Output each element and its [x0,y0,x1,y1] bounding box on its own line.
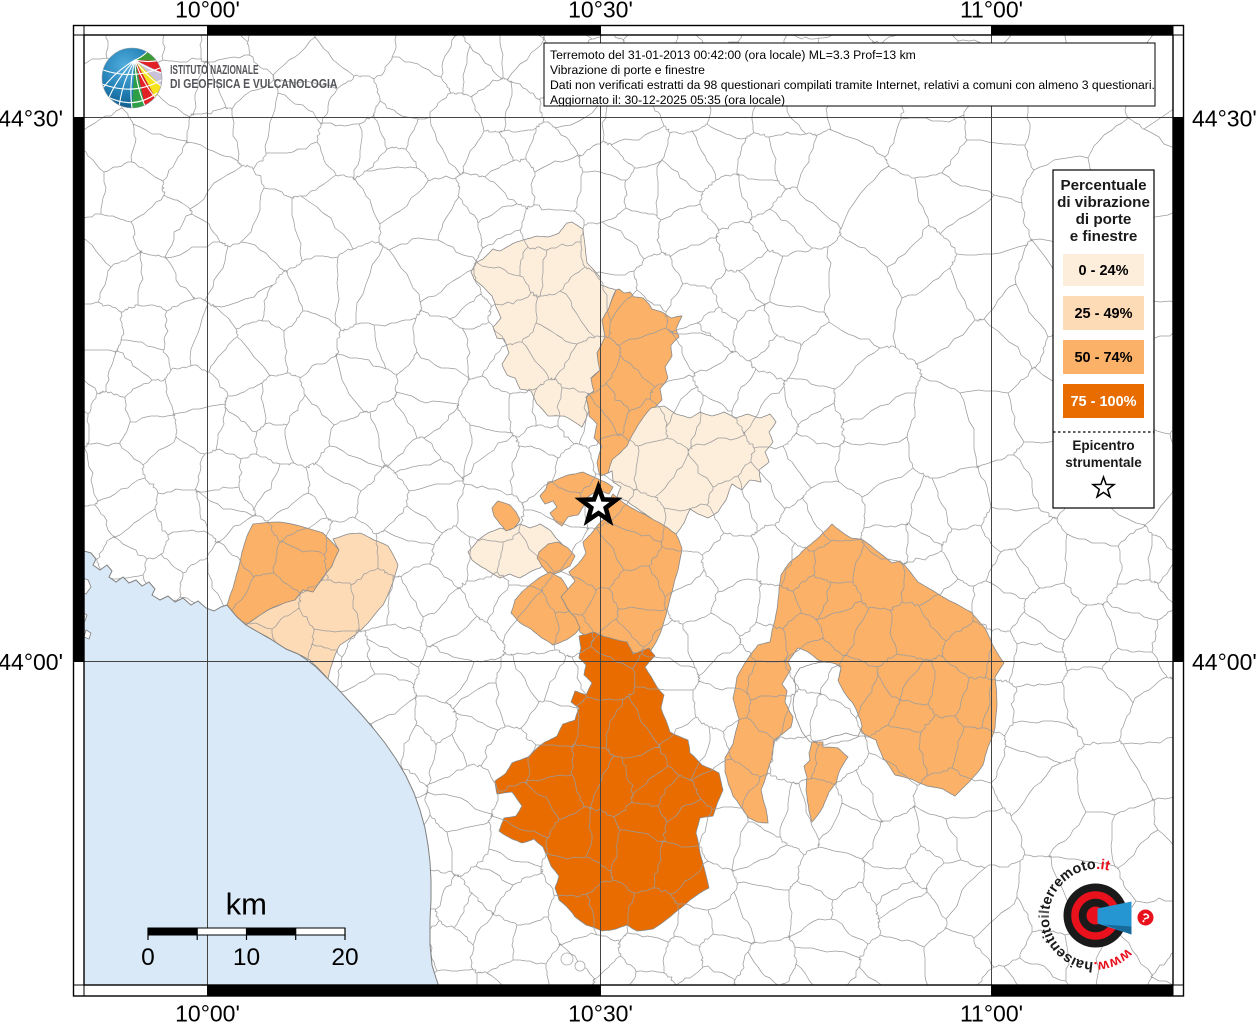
svg-text:11°00': 11°00' [960,1001,1023,1024]
svg-text:44°30': 44°30' [1192,106,1256,132]
svg-text:44°00': 44°00' [0,649,63,675]
svg-text:Dati non verificati estratti d: Dati non verificati estratti da 98 quest… [550,78,1155,92]
svg-text:44°00': 44°00' [1192,649,1256,675]
svg-text:11°00': 11°00' [960,0,1023,23]
svg-text:di porte: di porte [1076,211,1132,228]
svg-text:strumentale: strumentale [1065,455,1142,470]
svg-text:Epicentro: Epicentro [1072,438,1134,453]
svg-text:Aggiornato il: 30-12-2025 05:3: Aggiornato il: 30-12-2025 05:35 (ora loc… [550,93,785,107]
svg-text:0 - 24%: 0 - 24% [1079,263,1129,279]
svg-text:km: km [226,887,267,922]
svg-text:50 - 74%: 50 - 74% [1074,350,1132,366]
svg-text:20: 20 [331,944,358,971]
svg-text:10: 10 [233,944,260,971]
svg-text:75 - 100%: 75 - 100% [1070,394,1136,410]
svg-text:44°30': 44°30' [0,106,63,132]
svg-text:DI GEOFISICA E VULCANOLOGIA: DI GEOFISICA E VULCANOLOGIA [170,76,338,92]
svg-text:Percentuale: Percentuale [1060,177,1146,194]
svg-text:25 - 49%: 25 - 49% [1074,306,1132,322]
svg-text:10°30': 10°30' [568,0,633,23]
svg-text:0: 0 [141,944,155,971]
svg-text:10°00': 10°00' [175,0,240,23]
svg-text:di vibrazione: di vibrazione [1057,194,1150,211]
svg-text:10°30': 10°30' [568,1001,633,1024]
svg-text:Vibrazione di porte e finestre: Vibrazione di porte e finestre [550,63,705,77]
svg-text:e finestre: e finestre [1070,228,1138,245]
svg-text:10°00': 10°00' [175,1001,240,1024]
svg-text:ISTITUTO NAZIONALE: ISTITUTO NAZIONALE [170,63,258,77]
svg-text:Terremoto del 31-01-2013 00:42: Terremoto del 31-01-2013 00:42:00 (ora l… [550,48,916,62]
